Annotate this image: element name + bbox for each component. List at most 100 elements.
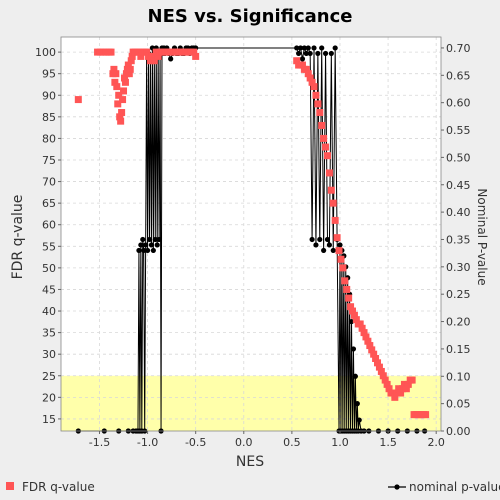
plot-area [60, 36, 442, 434]
y-axis-right-label: Nominal P-value [475, 188, 489, 285]
nominal-pvalue-point [307, 50, 313, 57]
fdr-qvalue-point [377, 367, 385, 375]
fdr-qvalue-point [120, 87, 128, 95]
y-right-tick-label: 0.45 [446, 179, 471, 192]
nominal-pvalue-point [319, 45, 325, 51]
fdr-qvalue-point [356, 320, 364, 328]
fdr-qvalue-point [306, 74, 314, 82]
nominal-pvalue-point [146, 236, 153, 243]
fdr-qvalue-point [150, 57, 158, 65]
y-left-tick-label: 65 [42, 197, 56, 210]
fdr-qvalue-point [366, 342, 374, 350]
x-tick-label: -0.5 [185, 436, 206, 449]
y-left-tick-label: 75 [42, 154, 56, 167]
fdr-qvalue-point [135, 48, 143, 56]
nominal-pvalue-point [322, 50, 329, 57]
fdr-qvalue-point [408, 376, 416, 384]
y-right-tick-label: 0.50 [446, 151, 471, 164]
fdr-qvalue-point [121, 78, 129, 86]
y-left-tick-label: 50 [42, 262, 56, 275]
y-left-tick-label: 100 [35, 46, 56, 59]
fdr-qvalue-point [383, 380, 391, 388]
y-left-tick-label: 30 [42, 348, 56, 361]
chart-title: NES vs. Significance [148, 6, 353, 27]
nominal-pvalue-point [309, 236, 315, 243]
fdr-qvalue-point [320, 134, 328, 142]
fdr-qvalue-point [325, 169, 333, 177]
fdr-qvalue-point [74, 96, 82, 104]
nominal-pvalue-point [350, 346, 357, 352]
legend-fdr-label: FDR q-value [22, 480, 95, 494]
fdr-qvalue-point [310, 83, 318, 91]
y-axis-left-label: FDR q-value [10, 195, 26, 280]
nominal-pvalue-point [299, 56, 306, 62]
x-tick-label: -1.0 [137, 436, 158, 449]
y-left-tick-label: 90 [42, 89, 56, 102]
nominal-pvalue-point [317, 236, 323, 243]
y-right-tick-label: 0.20 [446, 316, 471, 329]
fdr-qvalue-point [362, 333, 370, 341]
nominal-pvalue-point [140, 236, 146, 243]
nominal-pvalue-point [138, 242, 144, 248]
x-tick-label: 0.0 [235, 436, 253, 449]
y-right-tick-label: 0.40 [446, 206, 471, 219]
fdr-qvalue-point [360, 329, 368, 337]
fdr-qvalue-point [399, 385, 407, 393]
y-left-tick-label: 20 [42, 391, 56, 404]
y-right-tick-label: 0.60 [446, 97, 471, 110]
fdr-qvalue-point [137, 52, 145, 60]
fdr-qvalue-point [117, 117, 125, 125]
fdr-qvalue-point [348, 307, 356, 315]
fdr-qvalue-point [389, 389, 397, 397]
nominal-pvalue-point [324, 236, 331, 243]
y-left-tick-label: 15 [42, 413, 56, 426]
nominal-pvalue-point [143, 242, 149, 248]
nominal-pvalue-point [354, 401, 360, 407]
fdr-qvalue-point [115, 91, 123, 99]
y-axis-right: 0.00 0.05 0.10 0.15 0.20 0.25 0.30 0.35 0.40 0.45… [441, 42, 471, 438]
fdr-qvalue-point [391, 393, 399, 401]
x-axis-label: NES [236, 454, 264, 470]
nominal-pvalue-point [152, 236, 158, 243]
fdr-qvalue-point [128, 52, 136, 60]
fdr-qvalue-point [329, 199, 337, 207]
legend-nominal-label: nominal p-value [409, 480, 500, 494]
fdr-qvalue-point [318, 121, 326, 129]
nominal-pvalue-point [156, 236, 162, 243]
fdr-qvalue-point [316, 109, 324, 117]
fdr-qvalue-point [379, 372, 387, 380]
fdr-qvalue-point [385, 385, 393, 393]
y-left-tick-label: 80 [42, 132, 56, 145]
nominal-pvalue-point [296, 50, 302, 57]
fdr-qvalue-point [372, 355, 380, 363]
y-right-tick-label: 0.25 [446, 288, 471, 301]
fdr-qvalue-point [302, 65, 310, 73]
nominal-pvalue-point [311, 45, 317, 51]
nominal-pvalue-point [144, 247, 151, 254]
fdr-qvalue-point [393, 389, 401, 397]
fdr-qvalue-point [374, 359, 382, 367]
fdr-qvalue-point [358, 324, 366, 332]
fdr-qvalue-point [152, 48, 160, 56]
x-axis: -1.5 -1.0 -0.5 0.0 0.5 1.0 1.5 2.0 [89, 431, 445, 449]
y-right-tick-label: 0.30 [446, 261, 471, 274]
plot-border [60, 36, 442, 432]
nominal-pvalue-point [305, 45, 311, 51]
x-tick-label: -1.5 [89, 436, 110, 449]
fdr-qvalue-point [370, 350, 378, 358]
y-left-tick-label: 35 [42, 327, 56, 340]
series-fdr-qvalue [74, 48, 430, 419]
fdr-qvalue-point [323, 152, 331, 160]
nominal-pvalue-point [301, 45, 307, 51]
nominal-pvalue-point [328, 50, 334, 57]
fdr-qvalue-point [404, 380, 412, 388]
nominal-pvalue-point [332, 45, 338, 51]
x-tick-label: 0.5 [283, 436, 301, 449]
nominal-pvalue-point [352, 373, 358, 379]
fdr-qvalue-point [364, 337, 372, 345]
fdr-qvalue-point [350, 311, 358, 319]
fdr-qvalue-point [125, 70, 133, 78]
fdr-qvalue-point [154, 52, 162, 60]
y-right-tick-label: 0.65 [446, 69, 471, 82]
nominal-pvalue-point [148, 242, 155, 248]
